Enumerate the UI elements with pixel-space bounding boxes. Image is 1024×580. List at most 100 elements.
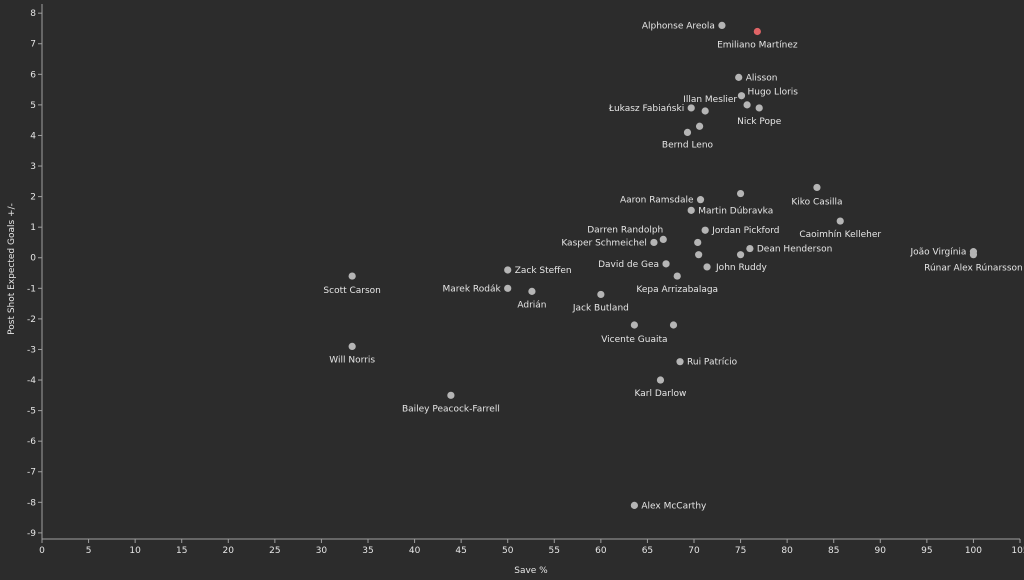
x-tick-label: 95 bbox=[921, 546, 932, 556]
point-r-nar-alex-r-narsson bbox=[969, 251, 978, 259]
y-tick-label: -4 bbox=[27, 376, 36, 386]
point-label: Caoimhín Kelleher bbox=[799, 230, 881, 240]
point-david-de-gea bbox=[662, 260, 670, 268]
point-label: Kiko Casilla bbox=[791, 197, 842, 207]
point-keeper-75-0-0-1 bbox=[736, 251, 745, 259]
point-label: Jack Butland bbox=[572, 303, 629, 313]
x-tick-label: 15 bbox=[176, 546, 187, 556]
point-bailey-peacock-farrell bbox=[447, 391, 455, 399]
point-emiliano-mart-nez bbox=[753, 27, 761, 36]
point-caoimh-n-kelleher bbox=[836, 217, 844, 225]
point-karl-darlow bbox=[656, 376, 665, 384]
x-tick-label: 45 bbox=[455, 546, 466, 556]
point-alex-mccarthy bbox=[630, 501, 638, 509]
point-label: Illan Meslier bbox=[683, 95, 737, 105]
y-tick-label: 2 bbox=[30, 193, 36, 203]
point-marek-rod-k bbox=[504, 284, 512, 292]
point-label: Rui Patrício bbox=[687, 358, 738, 368]
point-label: Hugo Lloris bbox=[748, 88, 799, 98]
point-label: Dean Henderson bbox=[757, 245, 832, 255]
point-label: Jordan Pickford bbox=[711, 226, 779, 236]
point-jordan-pickford bbox=[701, 226, 709, 234]
x-tick-label: 60 bbox=[595, 546, 607, 556]
x-tick-label: 85 bbox=[828, 546, 839, 556]
point-keeper-70-5-0-1 bbox=[695, 251, 703, 259]
point-keeper-70-6-4-3 bbox=[695, 122, 704, 130]
y-tick-label: -1 bbox=[27, 284, 36, 294]
y-tick-label: -8 bbox=[27, 498, 36, 508]
y-tick-label: -6 bbox=[27, 437, 36, 447]
x-tick-label: 20 bbox=[223, 546, 235, 556]
point-label: Zack Steffen bbox=[515, 266, 572, 276]
y-axis-title: Post Shot Expected Goals +/- bbox=[7, 203, 17, 335]
x-tick-label: 70 bbox=[688, 546, 700, 556]
point-label: Aaron Ramsdale bbox=[620, 196, 694, 206]
x-tick-label: 0 bbox=[39, 546, 45, 556]
x-tick-label: 75 bbox=[735, 546, 746, 556]
point-label: Vicente Guaita bbox=[601, 335, 667, 345]
y-tick-label: 1 bbox=[30, 223, 36, 233]
point-label: Karl Darlow bbox=[635, 389, 687, 399]
x-tick-label: 100 bbox=[965, 546, 982, 556]
y-tick-label: 5 bbox=[30, 101, 36, 111]
point-keeper-75-0-2-1 bbox=[736, 189, 745, 198]
point-zack-steffen bbox=[504, 266, 512, 274]
point-label: Alex McCarthy bbox=[641, 501, 707, 511]
point-aaron-ramsdale bbox=[696, 196, 705, 204]
x-axis-title: Save % bbox=[514, 566, 548, 576]
point-label: Marek Rodák bbox=[443, 284, 502, 294]
point--ukasz-fabia-ski bbox=[687, 104, 695, 112]
point-label: Nick Pope bbox=[737, 117, 782, 127]
point-bernd-leno bbox=[683, 128, 692, 136]
point-alisson bbox=[735, 73, 743, 81]
point-scott-carson bbox=[348, 272, 356, 280]
y-tick-label: 0 bbox=[30, 254, 36, 264]
point-adri-n bbox=[528, 287, 536, 295]
point-vicente-guaita bbox=[630, 321, 638, 329]
x-tick-label: 55 bbox=[549, 546, 560, 556]
point-label: Alisson bbox=[746, 73, 778, 83]
x-tick-label: 25 bbox=[269, 546, 280, 556]
point-label: João Virgínia bbox=[909, 248, 966, 258]
point-label: Adrián bbox=[517, 300, 546, 310]
point-kasper-schmeichel bbox=[650, 238, 658, 247]
point-label: Scott Carson bbox=[323, 286, 381, 296]
point-label: Łukasz Fabiański bbox=[608, 104, 684, 114]
point-label: Martin Dúbravka bbox=[698, 206, 773, 216]
x-tick-label: 10 bbox=[129, 546, 141, 556]
point-label: Bernd Leno bbox=[662, 140, 714, 150]
y-tick-label: 6 bbox=[30, 70, 36, 80]
x-tick-label: 35 bbox=[362, 546, 373, 556]
point-illan-meslier bbox=[701, 107, 709, 115]
y-tick-label: 7 bbox=[30, 40, 36, 50]
y-tick-label: -7 bbox=[27, 468, 36, 478]
point-label: Emiliano Martínez bbox=[717, 41, 798, 51]
point-hugo-lloris bbox=[737, 92, 746, 100]
point-label: Will Norris bbox=[329, 355, 375, 365]
point-kiko-casilla bbox=[813, 183, 821, 192]
y-tick-label: 8 bbox=[30, 9, 36, 19]
y-tick-label: -3 bbox=[27, 345, 36, 355]
point-rui-patr-cio bbox=[676, 358, 684, 366]
point-martin-d-bravka bbox=[687, 206, 695, 214]
x-tick-label: 65 bbox=[642, 546, 653, 556]
y-tick-label: 4 bbox=[30, 131, 36, 141]
x-tick-label: 50 bbox=[502, 546, 514, 556]
point-kepa-arrizabalaga bbox=[673, 272, 681, 280]
axes: 0 5 10 15 20 25 30 35 40 45 50 55 60 65 70 75 80 85 90 95 10… bbox=[27, 4, 1024, 556]
x-tick-label: 80 bbox=[781, 546, 793, 556]
point-keeper-70-4-0-5 bbox=[694, 238, 702, 247]
point-darren-randolph bbox=[659, 235, 667, 243]
y-tick-label: -5 bbox=[27, 407, 36, 417]
point-will-norris bbox=[348, 342, 356, 350]
point-label: Bailey Peacock-Farrell bbox=[402, 404, 500, 414]
point-label: David de Gea bbox=[598, 260, 659, 270]
point-label: Kepa Arrizabalaga bbox=[636, 285, 718, 295]
y-tick-label: 3 bbox=[30, 162, 36, 172]
point-john-ruddy bbox=[703, 263, 711, 271]
x-tick-label: 40 bbox=[409, 546, 421, 556]
point-label: Rúnar Alex Rúnarsson bbox=[924, 264, 1023, 274]
point-label: Kasper Schmeichel bbox=[561, 238, 647, 248]
x-tick-label: 90 bbox=[875, 546, 887, 556]
